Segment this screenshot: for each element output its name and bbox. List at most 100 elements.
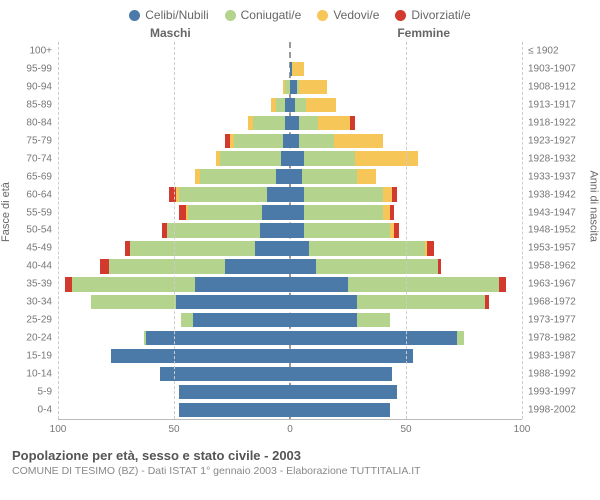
birth-year-label: 1973-1977 — [522, 315, 576, 326]
side-titles: Maschi Femmine — [10, 26, 590, 40]
age-label: 45-49 — [26, 243, 58, 254]
bar-segment — [290, 313, 357, 327]
bar-segment — [253, 116, 285, 130]
bar-segment — [427, 241, 434, 255]
chart-subtitle: COMUNE DI TESIMO (BZ) - Dati ISTAT 1° ge… — [12, 465, 588, 477]
age-row: 20-241978-1982 — [58, 329, 522, 347]
bar-segment — [100, 259, 109, 273]
bar-segment — [195, 277, 290, 291]
birth-year-label: 1998-2002 — [522, 405, 576, 416]
bar-segment — [357, 313, 389, 327]
age-row: 25-291973-1977 — [58, 311, 522, 329]
bar-segment — [281, 151, 290, 165]
bar-segment — [188, 205, 262, 219]
bar-segment — [306, 98, 336, 112]
age-row: 35-391963-1967 — [58, 275, 522, 293]
bar-segment — [225, 259, 290, 273]
bar-segment — [318, 116, 350, 130]
bar-segment — [283, 134, 290, 148]
bar-segment — [290, 295, 357, 309]
age-label: 10-14 — [26, 369, 58, 380]
bar-segment — [355, 151, 418, 165]
legend-swatch — [395, 10, 406, 21]
birth-year-label: 1958-1962 — [522, 261, 576, 272]
legend-item: Coniugati/e — [225, 8, 302, 22]
age-row: 5-91993-1997 — [58, 383, 522, 401]
bar-segment — [179, 385, 290, 399]
birth-year-label: 1908-1912 — [522, 81, 576, 92]
grid-line — [58, 42, 59, 419]
x-axis-ticks: 10050050100 — [58, 422, 522, 442]
bar-segment — [91, 295, 177, 309]
bar-segment — [485, 295, 490, 309]
female-title: Femmine — [397, 26, 450, 40]
chart-footer: Popolazione per età, sesso e stato civil… — [10, 448, 590, 477]
bar-segment — [146, 331, 290, 345]
bar-segment — [292, 62, 304, 76]
bar-segment — [181, 313, 193, 327]
bar-segment — [392, 187, 397, 201]
bar-segment — [276, 98, 285, 112]
birth-year-label: 1918-1922 — [522, 117, 576, 128]
bar-segment — [290, 151, 304, 165]
legend-item: Vedovi/e — [317, 8, 379, 22]
bar-segment — [72, 277, 195, 291]
age-row: 75-791923-1927 — [58, 132, 522, 150]
birth-year-label: 1948-1952 — [522, 225, 576, 236]
birth-year-label: 1968-1972 — [522, 297, 576, 308]
birth-year-label: 1938-1942 — [522, 189, 576, 200]
age-label: 90-94 — [26, 81, 58, 92]
bar-segment — [290, 331, 457, 345]
age-label: 75-79 — [26, 135, 58, 146]
legend-item: Divorziati/e — [395, 8, 470, 22]
age-row: 60-641938-1942 — [58, 186, 522, 204]
bar-segment — [394, 223, 399, 237]
age-row: 15-191983-1987 — [58, 347, 522, 365]
age-row: 65-691933-1937 — [58, 168, 522, 186]
age-label: 80-84 — [26, 117, 58, 128]
bar-segment — [357, 295, 485, 309]
age-row: 45-491953-1957 — [58, 239, 522, 257]
bar-segment — [299, 116, 318, 130]
x-tick-label: 100 — [514, 424, 531, 435]
age-label: 15-19 — [26, 351, 58, 362]
bar-segment — [290, 223, 304, 237]
bar-segment — [383, 205, 390, 219]
age-row: 95-991903-1907 — [58, 60, 522, 78]
age-label: 95-99 — [26, 63, 58, 74]
bar-segment — [334, 134, 383, 148]
legend-swatch — [317, 10, 328, 21]
age-row: 90-941908-1912 — [58, 78, 522, 96]
age-label: 40-44 — [26, 261, 58, 272]
age-row: 10-141988-1992 — [58, 365, 522, 383]
legend-swatch — [225, 10, 236, 21]
birth-year-label: ≤ 1902 — [522, 45, 559, 56]
age-row: 70-741928-1932 — [58, 150, 522, 168]
age-row: 0-41998-2002 — [58, 401, 522, 419]
legend-label: Coniugati/e — [241, 8, 302, 22]
age-row: 85-891913-1917 — [58, 96, 522, 114]
bar-segment — [262, 205, 290, 219]
bar-segment — [290, 367, 392, 381]
age-label: 5-9 — [38, 387, 58, 398]
bar-segment — [109, 259, 225, 273]
bar-segment — [348, 277, 499, 291]
bar-segment — [304, 151, 355, 165]
bar-segment — [290, 80, 297, 94]
bar-segment — [290, 349, 413, 363]
bar-segment — [290, 169, 302, 183]
bar-segment — [383, 187, 392, 201]
legend-item: Celibi/Nubili — [129, 8, 208, 22]
age-row: 55-591943-1947 — [58, 204, 522, 222]
bar-segment — [290, 116, 299, 130]
bar-segment — [200, 169, 277, 183]
bar-segment — [390, 205, 395, 219]
birth-year-label: 1988-1992 — [522, 369, 576, 380]
grid-line — [406, 42, 407, 419]
bar-segment — [299, 80, 327, 94]
bar-segment — [309, 241, 425, 255]
bar-segment — [290, 134, 299, 148]
birth-year-label: 1928-1932 — [522, 153, 576, 164]
age-label: 0-4 — [38, 405, 58, 416]
bar-segment — [290, 277, 348, 291]
